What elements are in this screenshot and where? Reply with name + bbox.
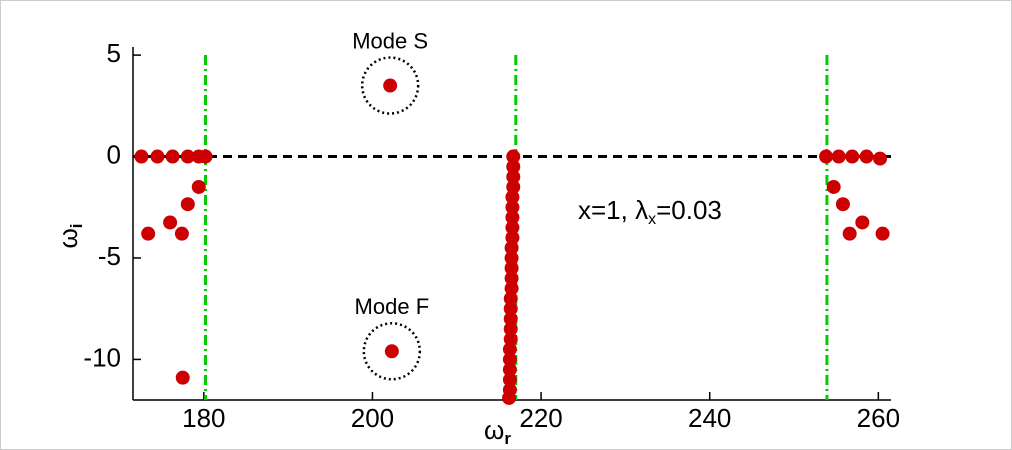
point — [503, 311, 518, 326]
y-axis-label: ωi — [53, 223, 87, 248]
point — [506, 159, 521, 174]
x-tick-label: 200 — [351, 403, 394, 433]
point — [502, 342, 517, 357]
point — [134, 149, 149, 164]
point — [180, 197, 195, 212]
point — [504, 261, 519, 276]
point — [842, 226, 857, 241]
point — [835, 197, 850, 212]
point — [502, 362, 517, 377]
annotation-suffix: =0.03 — [656, 195, 722, 225]
y-tick-label: 0 — [107, 139, 121, 169]
point — [383, 78, 398, 93]
point — [504, 271, 519, 286]
point — [180, 149, 195, 164]
point — [503, 321, 518, 336]
point — [506, 149, 521, 164]
point — [503, 332, 518, 347]
point — [819, 149, 834, 164]
x-axis-label: ωr — [484, 415, 511, 449]
point — [506, 179, 521, 194]
point — [505, 220, 520, 235]
point — [198, 149, 213, 164]
point — [873, 151, 888, 166]
x-tick-label: 260 — [857, 403, 900, 433]
point — [505, 200, 520, 215]
x-axis-label-subscript: r — [504, 429, 511, 448]
point — [831, 149, 846, 164]
point — [503, 301, 518, 316]
x-tick-label: 240 — [688, 403, 731, 433]
point — [502, 352, 517, 367]
x-tick-label: 180 — [182, 403, 225, 433]
y-tick-label: -5 — [98, 241, 121, 271]
point-label: Mode F — [355, 294, 430, 319]
y-tick-label: 5 — [107, 38, 121, 68]
point — [174, 226, 189, 241]
point — [845, 149, 860, 164]
x-axis-label-main: ω — [484, 415, 504, 445]
point — [384, 344, 399, 359]
point — [506, 169, 521, 184]
highlight-ring — [360, 56, 420, 115]
y-axis-label-subscript: i — [67, 223, 86, 228]
point — [141, 226, 156, 241]
annotation-main: x=1, λ — [578, 195, 648, 225]
point — [505, 190, 520, 205]
point — [503, 291, 518, 306]
highlight-ring — [362, 322, 422, 381]
y-axis-label-main: ω — [53, 228, 83, 248]
point — [875, 226, 890, 241]
point — [502, 372, 517, 387]
point — [505, 230, 520, 245]
point — [191, 179, 206, 194]
point — [504, 240, 519, 255]
point — [504, 281, 519, 296]
annotation-subscript: x — [648, 211, 656, 228]
point — [826, 179, 841, 194]
point — [150, 149, 165, 164]
point — [175, 370, 190, 385]
point — [855, 215, 870, 230]
point — [859, 149, 874, 164]
point-label: Mode S — [352, 28, 428, 53]
annotation: x=1, λx=0.03 — [578, 195, 722, 228]
point — [502, 390, 517, 405]
point — [163, 215, 178, 230]
point — [504, 250, 519, 265]
x-tick-label: 220 — [519, 403, 562, 433]
point — [505, 210, 520, 225]
y-tick-label: -10 — [83, 342, 121, 372]
point — [165, 149, 180, 164]
